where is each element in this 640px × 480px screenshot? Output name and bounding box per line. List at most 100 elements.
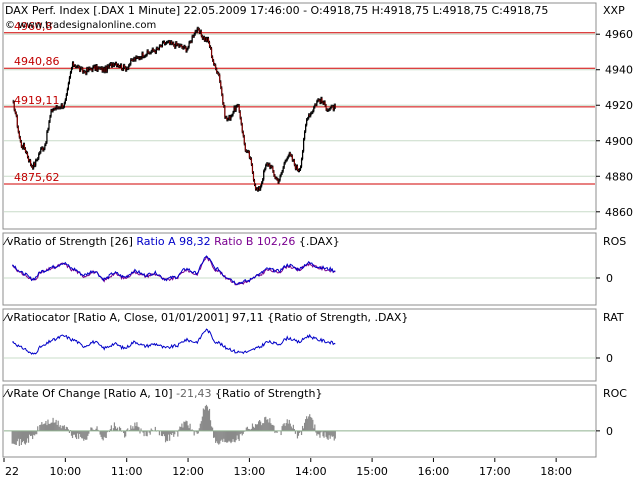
candle-body [101, 67, 103, 72]
candle-body [191, 36, 193, 42]
candle-body [193, 34, 195, 37]
candle-body [326, 109, 328, 111]
candle-body [262, 179, 264, 183]
candle-body [259, 187, 261, 190]
candle-body [321, 98, 323, 103]
candle-body [135, 56, 137, 61]
candle-body [155, 48, 157, 53]
candle-body [67, 83, 70, 89]
candle-body [192, 36, 194, 38]
time-axis: 22 10:00 11:00 12:00 13:00 14:00 15:00 16:00 17:… [3, 458, 572, 478]
candle-body [328, 109, 330, 111]
candle-body [125, 67, 127, 71]
watermark: © www.tradesignalonline.com [5, 20, 156, 31]
candle-body [244, 144, 246, 151]
candle-body [219, 74, 221, 82]
candle-body [218, 73, 220, 75]
price-horizontal-lines: 4960,8 4940,86 4919,11 4875,62 [4, 20, 595, 185]
candle-body [112, 63, 115, 66]
candle-body [240, 118, 242, 125]
ros-label: ⁄vRatio of Strength [26] Ratio A 98,32 R… [2, 235, 340, 248]
candle-body [267, 163, 269, 166]
candle-body [74, 65, 77, 67]
candle-body [332, 106, 334, 110]
price-tick-label: 4960 [605, 28, 633, 41]
ros-ratio-b-label: Ratio B 102,26 [214, 235, 295, 248]
candle-body [187, 47, 189, 50]
candle-body [178, 44, 180, 47]
candle-body [26, 152, 29, 158]
candle-body [239, 111, 241, 119]
candle-body [331, 106, 333, 108]
candle-body [243, 136, 245, 145]
candle-body [174, 45, 176, 48]
candle-body [281, 171, 283, 174]
candle-body [29, 160, 32, 165]
candle-body [56, 106, 58, 109]
price-tick-label: 4860 [605, 206, 633, 219]
candle-body [300, 158, 303, 167]
candle-body [110, 63, 112, 67]
time-tick-label: 12:00 [172, 465, 204, 478]
candle-body [325, 105, 327, 110]
ros-zero-tick: 0 [606, 272, 613, 285]
candle-body [207, 38, 210, 43]
price-level-label: 4919,11 [14, 94, 60, 107]
candle-body [288, 153, 290, 156]
candle-body [46, 131, 48, 143]
ratiocator-label-text: Ratiocator [Ratio A, Close, 01/01/2001] … [13, 311, 408, 324]
candle-body [299, 166, 302, 170]
candle-body [282, 167, 284, 172]
candle-body [261, 182, 263, 187]
candle-body [143, 56, 145, 58]
candle-body [185, 47, 187, 52]
roc-zero-tick: 0 [606, 425, 613, 438]
candle-body [168, 41, 170, 43]
candle-body [62, 106, 64, 108]
candle-body [71, 62, 74, 69]
candle-body [35, 160, 37, 166]
candle-body [221, 87, 223, 95]
ratiocator-series [4, 328, 600, 359]
candle-body [276, 178, 278, 180]
candle-body [179, 44, 181, 47]
candle-body [137, 57, 139, 59]
candle-body [99, 67, 101, 69]
candle-body [202, 37, 204, 39]
candle-body [211, 56, 214, 61]
time-tick-label: 17:00 [479, 465, 511, 478]
candle-body [255, 188, 258, 190]
candle-body [156, 48, 158, 50]
candle-body [246, 151, 248, 153]
roc-label-suffix: {Ratio of Strength} [215, 387, 322, 400]
candle-body [109, 63, 111, 65]
candle-body [247, 151, 249, 153]
candle-body [176, 42, 178, 45]
candle-body [158, 45, 161, 50]
candle-body [79, 66, 81, 71]
candle-body [230, 115, 232, 120]
candle-body [308, 114, 310, 119]
candle-body [95, 65, 97, 70]
candle-body [286, 157, 288, 160]
candle-body [309, 114, 311, 117]
candle-body [217, 72, 219, 74]
candle-body [236, 105, 238, 107]
candle-body [302, 139, 305, 152]
ratiocator-axis-label: RAT [603, 311, 624, 324]
roc-panel-frame [2, 384, 597, 458]
price-axis-label: XXP [603, 4, 625, 17]
candle-body [128, 65, 130, 69]
candle-body [200, 30, 202, 37]
candle-body [12, 101, 14, 103]
candle-body [254, 184, 257, 190]
candle-body [175, 42, 177, 48]
candle-body [80, 67, 82, 71]
candle-body [94, 65, 96, 70]
candle-body [47, 129, 49, 132]
candle-body [213, 60, 215, 65]
candle-body [232, 112, 234, 116]
candle-body [317, 99, 319, 102]
candle-body [265, 165, 267, 169]
candle-body [290, 155, 292, 157]
